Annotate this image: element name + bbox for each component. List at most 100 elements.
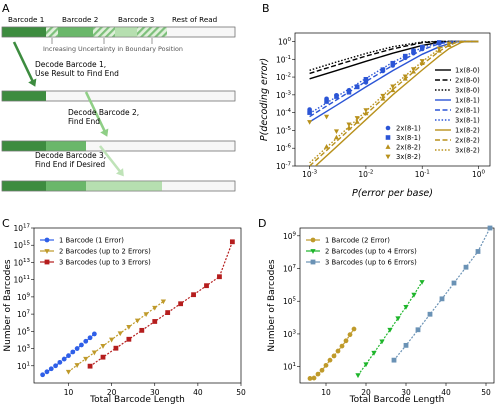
step-arrow-shaft-3	[98, 145, 124, 175]
step-1-text-1: Decode Barcode 1,	[35, 60, 106, 69]
d-series-1-point-9	[339, 343, 345, 349]
segment-label-1: Barcode 1	[8, 15, 44, 24]
segment-label-3: Barcode 3	[118, 15, 154, 24]
step-arrow-head-3	[115, 168, 124, 177]
b-legend-label-1: 1x(8-0)	[455, 67, 480, 75]
b-legend-marker-label-4: 3x(8-2)	[396, 153, 421, 161]
b-x-axis-label: P(error per base)	[352, 188, 433, 199]
panel-c-barcode-count-chart: 10 20 30 40 50 101 103 105 107 109 1011 1013 1015 101…	[3, 224, 246, 406]
b-marker-3-5	[363, 110, 369, 116]
b-ytick-label-1: 10-6	[276, 144, 292, 154]
panel-label-b: B	[262, 2, 270, 15]
d-xtick-label-4: 50	[481, 388, 491, 397]
d-legend-label-3: 3 Barcodes (up to 6 Errors)	[325, 259, 417, 267]
c-series-1-point-13	[91, 331, 97, 337]
c-series-3-point-12	[229, 239, 235, 245]
b-marker-4-7	[380, 93, 386, 99]
d-legend-marker-1	[310, 237, 316, 243]
d-series-2-point-3	[371, 350, 377, 356]
d-series-line-2	[357, 281, 423, 376]
b-marker-4-3	[333, 129, 340, 134]
b-legend-marker-label-1: 2x(8-1)	[396, 125, 421, 133]
d-series-1-point-5	[323, 362, 329, 368]
c-y-axis-label: Number of Barcodes	[3, 259, 13, 351]
c-series-3-point-7	[165, 310, 171, 315]
barcode3-boundary-hatch	[137, 27, 167, 37]
d-ytick-label-0: 101	[283, 362, 296, 372]
decoded-block-3-3	[86, 181, 162, 191]
panel-label-a: A	[2, 2, 10, 15]
step-3-text-2: Find End if Desired	[35, 160, 105, 169]
c-series-2-point-12	[160, 299, 167, 305]
c-series-3-point-5	[139, 327, 145, 333]
b-line-38-2	[309, 40, 479, 164]
d-xtick-label-1: 20	[361, 388, 371, 397]
step-2-text-1: Decode Barcode 2,	[68, 108, 139, 117]
b-legend-marker-1	[385, 125, 391, 131]
d-series-3-point-5	[439, 296, 445, 302]
d-ytick-label-4: 109	[283, 231, 297, 241]
d-legend-marker-3	[310, 259, 316, 265]
c-xtick-label-4: 50	[236, 388, 246, 397]
b-legend-label-5: 2x(8-1)	[455, 107, 480, 115]
c-series-2-point-3	[83, 356, 89, 362]
d-series-2-point-1	[355, 373, 361, 379]
b-legend-label-9: 3x(8-2)	[455, 147, 480, 155]
b-marker-4-11	[419, 59, 425, 64]
d-xtick-label-0: 10	[321, 388, 331, 397]
b-line-38-0	[309, 40, 479, 71]
c-legend: 1 Barcode (1 Error) 2 Barcodes (up to 2 E…	[40, 237, 151, 267]
d-ytick-label-1: 103	[283, 329, 297, 339]
decoded-block-3-2	[46, 181, 86, 191]
c-series-2-point-11	[152, 305, 158, 311]
c-series-3-point-1	[87, 363, 93, 369]
c-series-1-point-1	[40, 372, 46, 378]
d-series-3-point-1	[391, 357, 397, 363]
decoded-block-1-1	[2, 91, 46, 101]
c-series-1-point-12	[87, 335, 93, 341]
decoded-block-3-1	[2, 181, 46, 191]
c-series-1-point-4	[53, 363, 58, 369]
b-xtick-label-2: 10-1	[415, 170, 430, 180]
b-ytick-label-4: 10-3	[276, 90, 292, 100]
segment-label-4: Rest of Read	[172, 15, 217, 24]
step-arrow-shaft-1	[12, 41, 36, 85]
c-series-2-point-2	[74, 363, 80, 368]
panel-label-c: C	[2, 217, 10, 230]
b-marker-2-10	[411, 48, 416, 54]
b-marker-3-7	[390, 87, 396, 93]
c-ytick-label-6: 1013	[13, 258, 30, 268]
b-line-38-1	[309, 40, 479, 115]
step-arrow-head-2	[100, 128, 109, 137]
b-marker-2-4	[346, 89, 352, 95]
step-3-text-1: Decode Barcode 3,	[35, 151, 106, 160]
d-series-2-point-6	[395, 316, 401, 322]
b-legend: 1x(8-0)2x(8-0)3x(8-0)1x(8-1)2x(8-1)3x(8-…	[385, 67, 480, 161]
b-legend-label-7: 1x(8-2)	[455, 127, 480, 135]
c-series-2-point-8	[126, 324, 132, 330]
c-series-2-point-4	[91, 350, 98, 356]
d-series-3-point-3	[415, 327, 421, 333]
d-series-2-point-8	[411, 292, 417, 298]
d-series-2-point-2	[363, 362, 369, 368]
d-series-1-point-7	[331, 353, 337, 359]
b-xtick-label-0: 10-3	[302, 170, 318, 180]
c-series-2-point-10	[143, 312, 149, 317]
b-ytick-label-5: 10-2	[276, 73, 291, 83]
b-marker-2-8	[390, 60, 396, 66]
c-series-1-point-10	[79, 342, 84, 348]
c-series-3-point-2	[100, 354, 106, 360]
b-series-group	[307, 40, 479, 166]
b-legend-marker-3	[385, 144, 391, 149]
b-ytick-label-7: 100	[278, 37, 292, 47]
c-xtick-label-3: 40	[193, 388, 203, 397]
b-legend-marker-4	[385, 154, 391, 160]
uncertainty-note: Increasing Uncertainty in Boundary Posit…	[43, 45, 183, 53]
c-series-2-point-5	[100, 344, 106, 349]
d-series-1-point-6	[327, 357, 333, 363]
b-legend-marker-2	[385, 135, 391, 140]
d-legend-label-1: 1 Barcode (2 Error)	[325, 237, 390, 245]
d-series-1-point-12	[351, 326, 357, 332]
c-xtick-label-1: 20	[107, 388, 117, 397]
read-bar-border-3	[1, 180, 236, 192]
